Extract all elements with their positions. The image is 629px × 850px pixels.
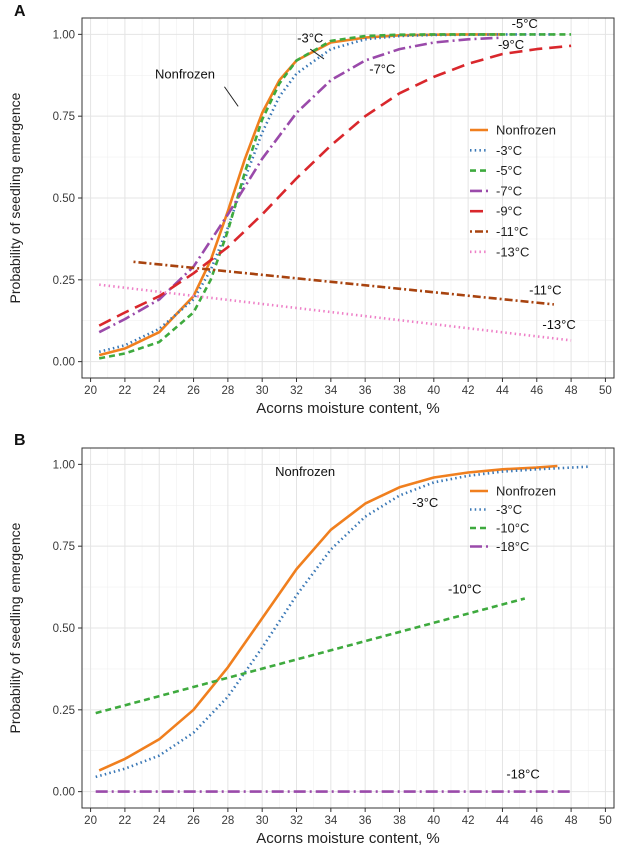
- x-tick-label: 34: [324, 385, 337, 397]
- x-tick-label: 26: [187, 815, 200, 827]
- legend-item: -18°C: [470, 539, 529, 554]
- legend-item: -9°C: [470, 204, 522, 219]
- legend: Nonfrozen -3°C -5°C -7°C -9°C -11°C -13°C: [470, 123, 556, 259]
- x-tick-label: 36: [359, 385, 372, 397]
- x-tick-label: 38: [393, 815, 406, 827]
- series-line--11°C: [133, 260, 555, 306]
- annotation-label: -5°C: [512, 16, 538, 31]
- y-tick-label: 0.50: [53, 193, 75, 205]
- y-tick-label: 0.25: [53, 705, 75, 717]
- x-tick-label: 44: [496, 385, 509, 397]
- x-tick-label: 44: [496, 815, 509, 827]
- x-tick-label: 40: [427, 385, 440, 397]
- x-tick-label: 28: [221, 385, 234, 397]
- series-line-Nonfrozen: [98, 33, 503, 357]
- series-line--13°C: [99, 283, 572, 342]
- legend-item: -5°C: [470, 163, 522, 178]
- y-tick-label: 0.00: [53, 787, 75, 799]
- legend-label: Nonfrozen: [496, 123, 556, 138]
- y-tick-label: 0.25: [53, 275, 75, 287]
- x-axis-title: Acorns moisture content, %: [256, 830, 439, 847]
- legend-label: -18°C: [496, 539, 529, 554]
- annotation-label: -9°C: [498, 37, 524, 52]
- series-line--9°C: [98, 44, 572, 327]
- legend-item: -10°C: [470, 521, 529, 536]
- series-line-Nonfrozen: [98, 464, 558, 772]
- legend-item: Nonfrozen: [470, 484, 556, 499]
- legend-label: -5°C: [496, 163, 522, 178]
- legend-label: -9°C: [496, 204, 522, 219]
- legend-label: Nonfrozen: [496, 484, 556, 499]
- x-tick-label: 36: [359, 815, 372, 827]
- legend-label: -3°C: [496, 143, 522, 158]
- x-tick-label: 22: [119, 385, 132, 397]
- x-tick-label: 28: [221, 815, 234, 827]
- annotation-label: -7°C: [369, 62, 395, 77]
- chart-panel-B: 20 22 24 26 28 30 32 34 36 38 40 42 44 46 48 50 0.00 0.25…: [7, 432, 615, 847]
- x-tick-label: 42: [462, 385, 475, 397]
- series-line--3°C: [95, 465, 589, 779]
- x-tick-label: 34: [324, 815, 337, 827]
- x-axis-title: Acorns moisture content, %: [256, 400, 439, 417]
- x-tick-label: 22: [119, 815, 132, 827]
- x-tick-label: 38: [393, 385, 406, 397]
- y-tick-label: 0.75: [53, 111, 75, 123]
- legend-label: -3°C: [496, 502, 522, 517]
- x-tick-label: 20: [84, 385, 97, 397]
- series-line--10°C: [95, 597, 526, 715]
- annotation-leader: [309, 48, 325, 60]
- annotation-label: Nonfrozen: [275, 464, 335, 479]
- x-tick-label: 20: [84, 815, 97, 827]
- annotation-label: -18°C: [506, 767, 539, 782]
- legend-item: Nonfrozen: [470, 123, 556, 138]
- panel-label: B: [14, 432, 26, 449]
- legend-item: -3°C: [470, 143, 522, 158]
- legend-item: -3°C: [470, 502, 522, 517]
- annotation-label: -10°C: [448, 582, 481, 597]
- x-tick-label: 46: [530, 385, 543, 397]
- y-tick-label: 0.00: [53, 357, 75, 369]
- annotation-leader: [224, 86, 239, 107]
- x-tick-label: 50: [599, 815, 612, 827]
- x-tick-label: 30: [256, 815, 269, 827]
- x-tick-label: 48: [565, 815, 578, 827]
- annotation-label: -3°C: [412, 495, 438, 510]
- legend-item: -7°C: [470, 183, 522, 198]
- y-tick-label: 0.50: [53, 623, 75, 635]
- y-tick-label: 1.00: [53, 29, 75, 41]
- legend-label: -13°C: [496, 244, 529, 259]
- y-axis-title: Probability of seedling emergence: [7, 522, 23, 733]
- legend-item: -13°C: [470, 244, 529, 259]
- legend-label: -11°C: [496, 224, 528, 239]
- annotation-label: -13°C: [542, 317, 575, 332]
- legend-label: -7°C: [496, 183, 522, 198]
- x-tick-label: 40: [427, 815, 440, 827]
- x-tick-label: 24: [153, 815, 166, 827]
- y-axis-title: Probability of seedling emergence: [7, 92, 23, 303]
- legend-item: -11°C: [470, 224, 528, 239]
- series-line--5°C: [98, 33, 572, 360]
- y-tick-label: 1.00: [53, 459, 75, 471]
- x-tick-label: 46: [530, 815, 543, 827]
- x-tick-label: 42: [462, 815, 475, 827]
- x-tick-label: 32: [290, 815, 303, 827]
- annotation-label: -11°C: [529, 283, 561, 298]
- y-tick-label: 0.75: [53, 541, 75, 553]
- annotation-label: -3°C: [297, 31, 323, 46]
- x-tick-label: 24: [153, 385, 166, 397]
- x-tick-label: 26: [187, 385, 200, 397]
- x-tick-label: 30: [256, 385, 269, 397]
- x-tick-label: 50: [599, 385, 612, 397]
- x-tick-label: 48: [565, 385, 578, 397]
- series-line--7°C: [98, 36, 503, 334]
- panel-label: A: [14, 3, 26, 20]
- legend: Nonfrozen -3°C -10°C -18°C: [470, 484, 556, 554]
- annotation-label: Nonfrozen: [155, 67, 215, 82]
- legend-label: -10°C: [496, 521, 529, 536]
- x-tick-label: 32: [290, 385, 303, 397]
- chart-panel-A: 20 22 24 26 28 30 32 34 36 38 40 42 44 46 48 50 0.00 0.25…: [7, 3, 615, 417]
